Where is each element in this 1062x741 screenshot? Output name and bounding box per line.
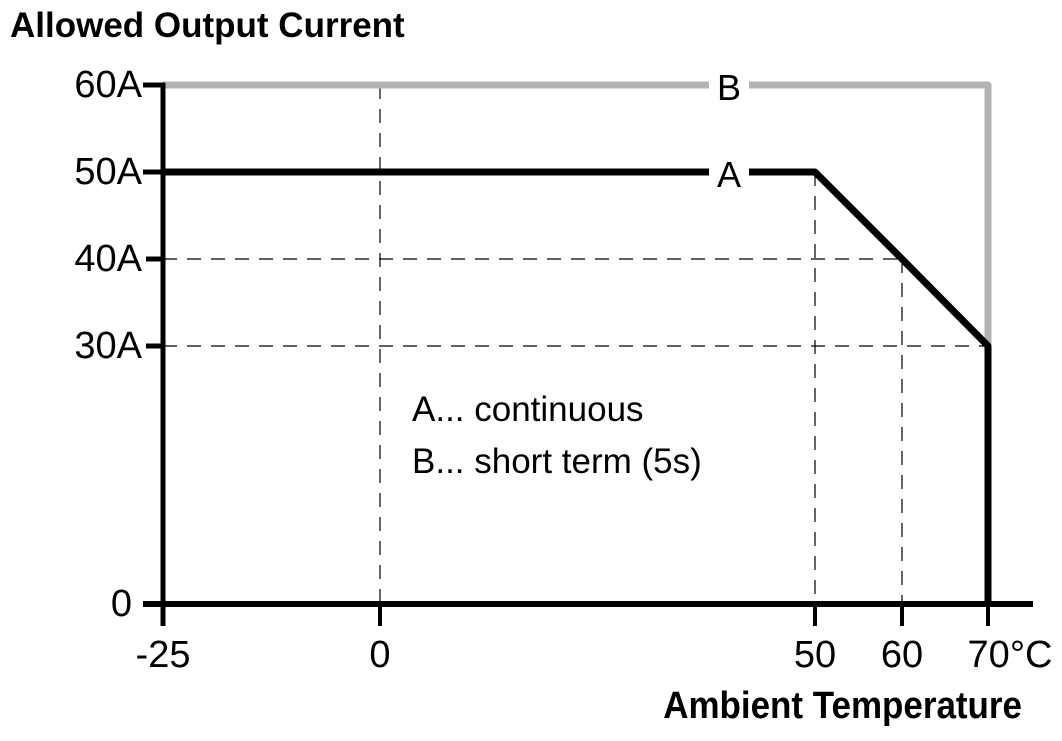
chart-title: Allowed Output Current xyxy=(10,6,405,45)
x-tick-0: 0 xyxy=(369,634,391,676)
y-tick-50: 50A xyxy=(74,151,142,193)
series-a-line xyxy=(163,168,992,604)
y-axis-ticks xyxy=(143,82,165,349)
x-tick-50: 50 xyxy=(793,634,837,676)
x-tick-60: 60 xyxy=(880,634,924,676)
series-b-label: B xyxy=(708,70,750,106)
y-tick-60: 60A xyxy=(74,64,142,106)
x-tick-70: 70°C xyxy=(967,634,1053,676)
series-a-label: A xyxy=(708,157,750,193)
reference-grid xyxy=(163,85,988,604)
x-axis-label: Ambient Temperature xyxy=(663,685,1022,727)
x-axis-ticks xyxy=(378,604,990,626)
y-tick-40: 40A xyxy=(74,238,142,280)
y-tick-0: 0 xyxy=(110,583,132,625)
y-tick-30: 30A xyxy=(74,325,142,367)
legend-item-b: B... short term (5s) xyxy=(412,442,702,481)
legend-item-a: A... continuous xyxy=(412,390,644,429)
series-b-line xyxy=(163,81,992,346)
x-tick-minus25: -25 xyxy=(135,634,191,676)
